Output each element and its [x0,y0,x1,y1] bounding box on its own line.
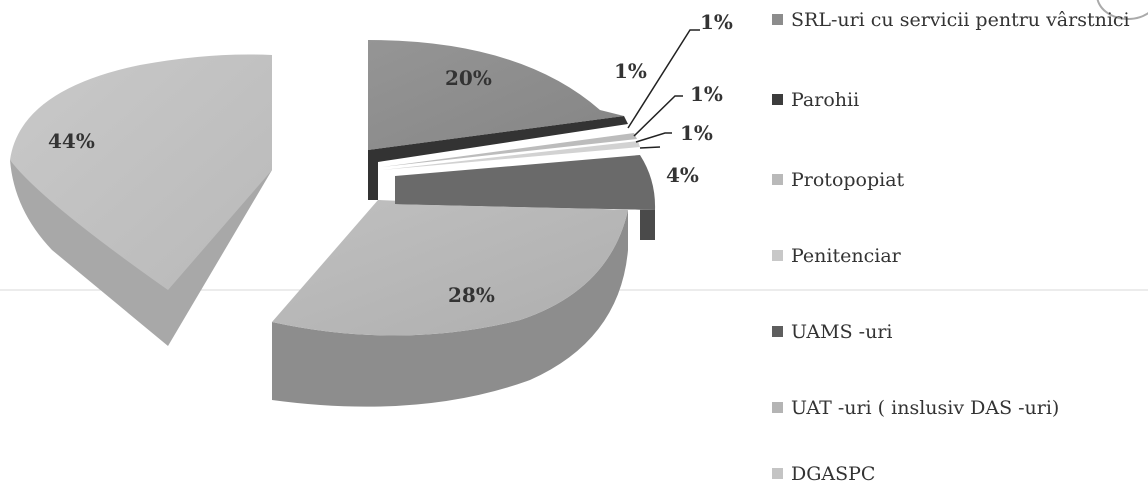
data-label-penitenciar: 1% [680,121,713,145]
leader-line-1 [627,29,700,129]
legend-item-uat: UAT -uri ( inslusiv DAS -uri) [772,394,1132,423]
slice-srl-top [368,40,624,150]
slice-uat-top [272,200,628,336]
legend-label: UAMS -uri [791,321,893,343]
legend-label: SRL-uri cu servicii pentru vârstnici [791,9,1130,31]
data-label-parohii: 1% [614,59,647,83]
legend-label: Protopopiat [791,169,905,191]
legend-item-parohii: Parohii [772,86,1132,115]
leader-line-2 [633,95,683,137]
data-label-srl: 20% [445,66,492,90]
slice-dgaspc-top [10,54,272,290]
leader-line-3 [635,132,672,143]
legend-swatch [772,14,783,25]
legend-item-dgaspc: DGASPC [772,460,1132,489]
legend-label: Penitenciar [791,245,901,267]
data-label-protopopiat: 1% [690,82,723,106]
legend-swatch [772,94,783,105]
data-label-uams: 4% [666,163,699,187]
legend-item-penitenciar: Penitenciar [772,242,1132,271]
legend-swatch [772,468,783,479]
slice-protopopiat [382,133,637,167]
chart-legend: SRL-uri cu servicii pentru vârstnici Par… [772,0,1148,495]
slice-penitenciar [382,141,640,170]
data-label-uat: 28% [448,283,495,307]
slice-parohii [368,116,628,200]
data-label-dgaspc: 44% [48,129,95,153]
legend-item-protopopiat: Protopopiat [772,166,1132,195]
legend-label: DGASPC [791,463,876,485]
legend-label: Parohii [791,89,860,111]
legend-swatch [772,250,783,261]
data-label-extra: 1% [700,10,733,34]
slice-uams-top [395,155,656,210]
legend-item-srl: SRL-uri cu servicii pentru vârstnici [772,6,1132,35]
legend-swatch [772,326,783,337]
legend-swatch [772,402,783,413]
slice-uat-side [272,210,628,407]
legend-swatch [772,174,783,185]
leader-line-4 [639,146,661,149]
legend-label: UAT -uri ( inslusiv DAS -uri) [791,397,1060,419]
legend-item-uams: UAMS -uri [772,318,1132,347]
